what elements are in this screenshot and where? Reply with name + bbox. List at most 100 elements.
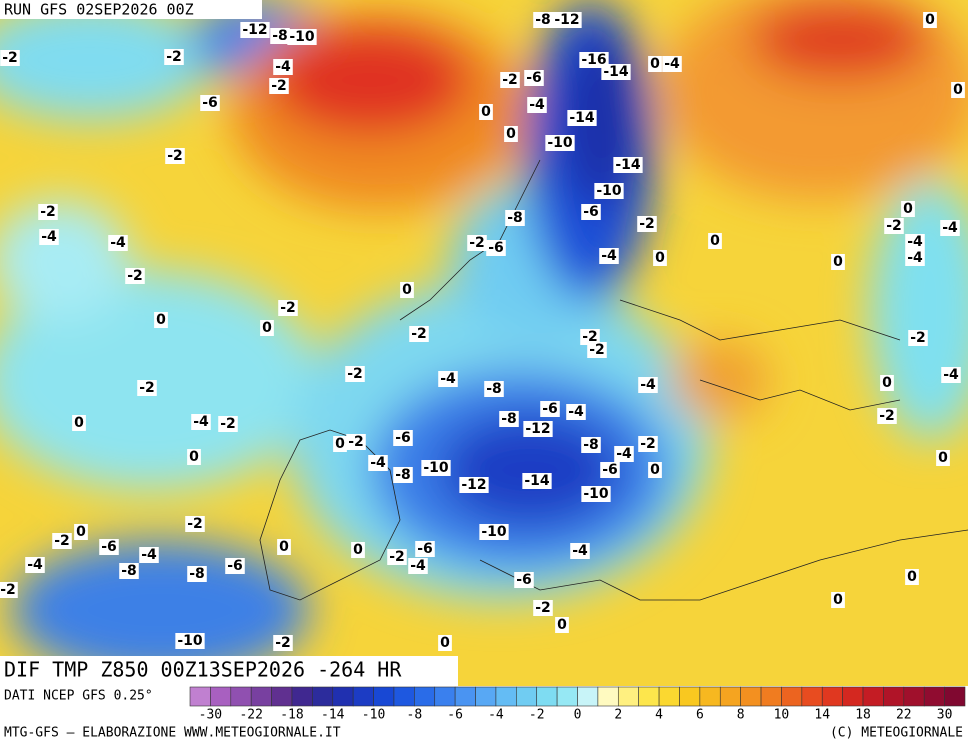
contour-label: -6 <box>395 430 411 446</box>
contour-label-box <box>880 375 894 391</box>
contour-label-group: -6 <box>393 430 413 446</box>
colorbar-tick-label: 22 <box>896 708 912 723</box>
contour-label-box <box>74 524 88 540</box>
contour-label-group: -10 <box>175 633 205 649</box>
contour-label-group: 0 <box>708 233 722 249</box>
contour-label-group: -6 <box>540 401 560 417</box>
contour-label: -2 <box>589 342 605 358</box>
contour-label: -8 <box>501 411 517 427</box>
contour-label: 0 <box>279 539 289 555</box>
contour-label: -2 <box>167 148 183 164</box>
contour-labels: -12 -8 -10-8 -12 0-2 -2-4-2-16-14 0 -4-2 -60-6 -4… <box>0 12 965 651</box>
colorbar-tick-label: -18 <box>280 708 303 723</box>
contour-label-group: -2 <box>533 600 553 616</box>
contour-label: -4 <box>410 558 426 574</box>
contour-label-box <box>905 569 919 585</box>
contour-label-box <box>614 446 634 462</box>
contour-label: -12 <box>461 477 486 493</box>
contour-label-box <box>533 12 553 28</box>
contour-label-box <box>522 473 552 489</box>
contour-label: -2 <box>347 366 363 382</box>
colorbar-swatch <box>434 686 456 707</box>
contour-label: -4 <box>27 557 43 573</box>
contour-label: -4 <box>275 59 291 75</box>
contour-label-group: -12 <box>552 12 582 28</box>
contour-label: -4 <box>370 455 386 471</box>
contour-label: -14 <box>569 110 595 126</box>
colorbar-tick-label: -2 <box>529 708 545 723</box>
colorbar-swatch <box>312 686 334 707</box>
colorbar-tick-label: -8 <box>407 708 423 723</box>
contour-label-group: -2 <box>587 342 607 358</box>
colorbar-tick-label: 4 <box>655 708 663 723</box>
contour-label-group: -14 <box>522 473 552 489</box>
contour-label-box <box>52 533 72 549</box>
contour-label: -2 <box>127 268 143 284</box>
contour-label: -2 <box>535 600 551 616</box>
contour-label-group: -12 <box>523 421 553 437</box>
colorbar-swatch <box>842 686 864 707</box>
contour-label: -8 <box>486 381 502 397</box>
colorbar-swatch <box>597 686 619 707</box>
contour-label: 0 <box>353 542 363 558</box>
contour-label: 0 <box>833 592 843 608</box>
colorbar-tick-label: 10 <box>774 708 790 723</box>
contour-label-box <box>504 126 518 142</box>
contour-label-group: -2 <box>580 329 600 345</box>
colorbar-tick-label: -10 <box>362 708 385 723</box>
contour-label: 0 <box>925 12 935 28</box>
colorbar-swatch <box>801 686 823 707</box>
contour-label: -4 <box>568 404 584 420</box>
colorbar-swatch <box>699 686 721 707</box>
contour-label-group: -10 <box>594 183 624 199</box>
contour-label: -4 <box>942 220 958 236</box>
contour-label-box <box>499 411 519 427</box>
contour-label-box <box>570 543 590 559</box>
colorbar-swatch <box>250 686 272 707</box>
contour-label-box <box>273 635 293 651</box>
temperature-field <box>0 0 968 686</box>
contour-label-group: -10 <box>287 29 317 45</box>
colorbar-swatch <box>332 686 354 707</box>
colorbar-swatch <box>760 686 782 707</box>
contour-label-group: -6 <box>514 572 534 588</box>
contour-label-group: -2 <box>0 50 20 66</box>
credit-right: (C) METEOGIORNALE <box>830 726 963 741</box>
contour-label-group: -2 <box>346 434 366 450</box>
contour-label-group: -8 <box>119 563 139 579</box>
contour-label-group: 0 <box>479 104 493 120</box>
contour-label-box <box>351 542 365 558</box>
contour-label-box <box>421 460 451 476</box>
contour-label: -10 <box>547 135 573 151</box>
colorbar-swatch <box>454 686 476 707</box>
contour-label: -2 <box>389 549 405 565</box>
contour-label-group: 0 <box>555 617 569 633</box>
colorbar-swatch <box>352 686 374 707</box>
contour-label-group: -14 <box>613 157 643 173</box>
contour-label-box <box>877 408 897 424</box>
contour-label-group: -2 <box>137 380 157 396</box>
contour-label-box <box>38 204 58 220</box>
contour-label: -4 <box>572 543 588 559</box>
contour-label-box <box>25 557 45 573</box>
contour-label-group: 0 <box>333 436 347 452</box>
colorbar-swatch <box>475 686 497 707</box>
colorbar-swatch <box>923 686 945 707</box>
contour-label: 0 <box>650 56 660 72</box>
colorbar-swatch <box>883 686 905 707</box>
colorbar-swatch <box>373 686 395 707</box>
contour-label: -4 <box>907 250 923 266</box>
contour-label: -10 <box>177 633 203 649</box>
contour-label-box <box>479 524 509 540</box>
contour-label-box <box>486 240 506 256</box>
contour-label-group: -10 <box>545 135 575 151</box>
contour-label: -4 <box>440 371 456 387</box>
colorbar-tick-label: -30 <box>199 708 222 723</box>
contour-label-box <box>409 326 429 342</box>
contour-label-group: -6 <box>581 204 601 220</box>
contour-label: -2 <box>220 416 236 432</box>
contour-label: -6 <box>227 558 243 574</box>
contour-label: -4 <box>141 547 157 563</box>
contour-label: -10 <box>423 460 449 476</box>
contour-label-group: -2 <box>273 635 293 651</box>
